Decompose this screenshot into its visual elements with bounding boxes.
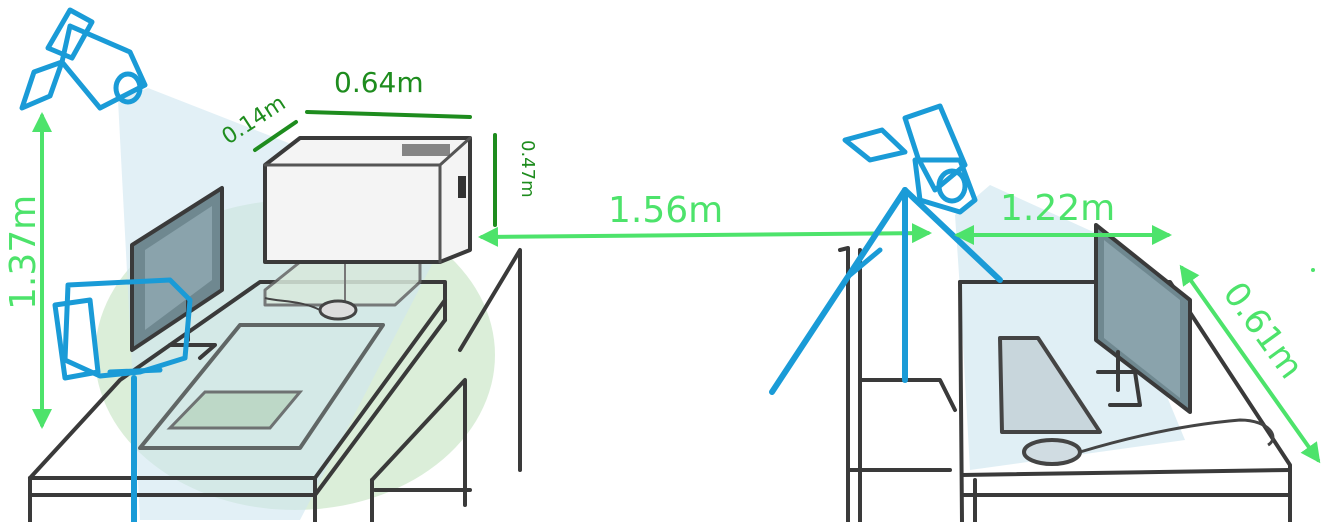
box-width-dimension: 0.64m <box>305 66 472 119</box>
printer-box <box>263 136 472 264</box>
right-desk <box>838 246 1292 522</box>
monitor-distance-dimension: 1.22m <box>954 188 1172 245</box>
camera-icon <box>52 277 193 381</box>
left-desk <box>28 248 522 522</box>
camera-gap-dimension: 1.56m <box>478 190 932 247</box>
left-mouse <box>318 299 358 321</box>
right-keyboard <box>998 336 1102 434</box>
monitor-distance-label: 1.22m <box>1000 188 1115 229</box>
camera-height-label: 1.37m <box>3 195 44 310</box>
right-tripod-camera <box>842 103 978 215</box>
box-height-label: 0.47m <box>517 140 538 198</box>
left-front-camera <box>52 277 193 522</box>
box-width-label: 0.64m <box>334 66 424 99</box>
tripod <box>769 187 1003 395</box>
desk-diagonal-dimension: 0.61m <box>1179 264 1321 464</box>
left-workstation: 1.37m 0.64m 0.14m 0.47m <box>3 7 538 522</box>
box-height-dimension: 0.47m <box>493 133 538 227</box>
right-monitor <box>1094 223 1192 414</box>
left-keyboard <box>138 323 385 450</box>
camera-height-dimension: 1.37m <box>3 112 52 429</box>
left-top-camera <box>19 7 148 111</box>
camera-gap-label: 1.56m <box>608 190 723 231</box>
right-workstation: 1.22m 0.61m <box>769 103 1321 522</box>
camera-icon <box>842 103 978 215</box>
camera-icon <box>19 7 148 111</box>
